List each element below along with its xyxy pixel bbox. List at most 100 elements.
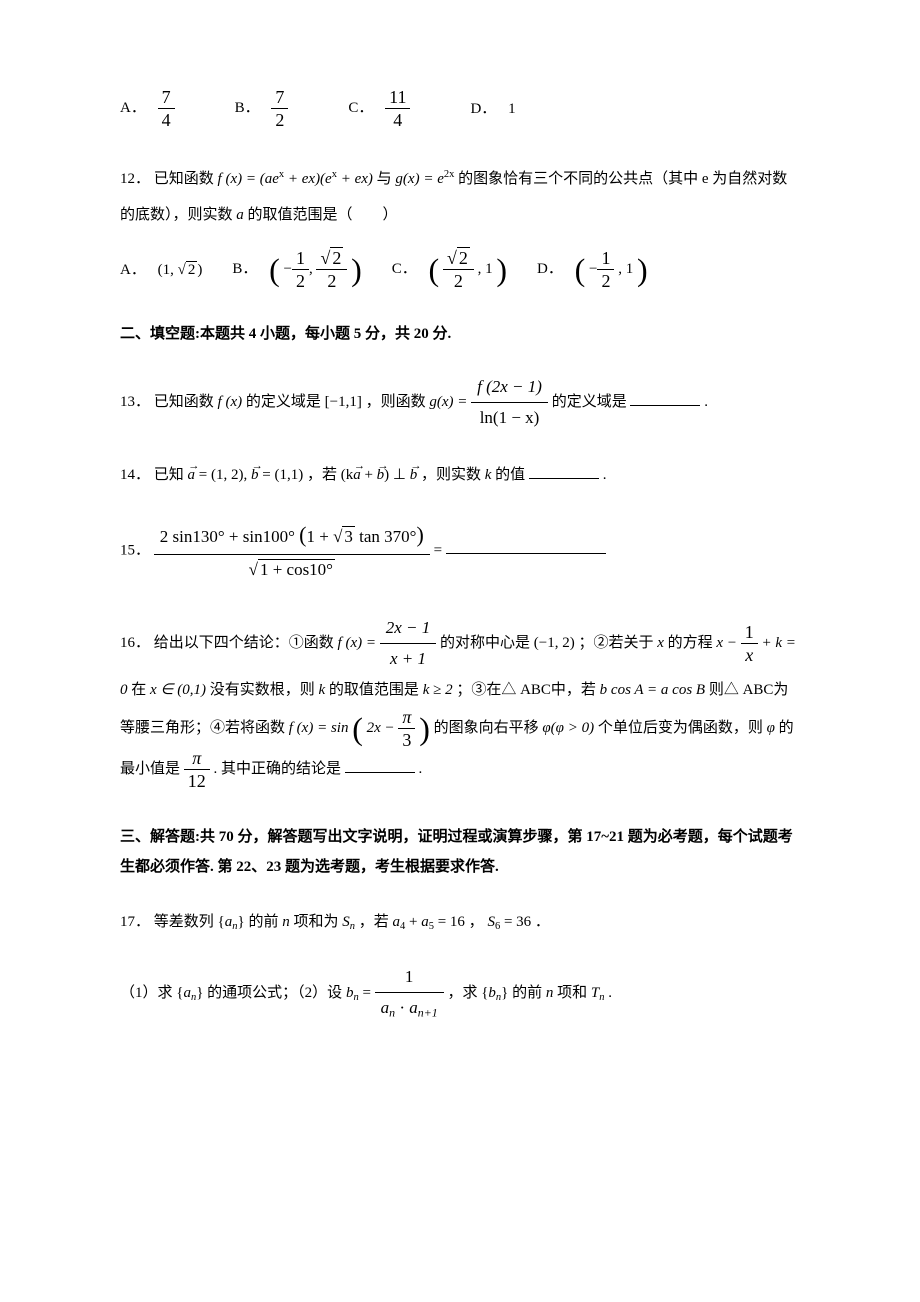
text: 给出以下四个结论：①函数 [154, 635, 338, 651]
fraction: 22 [443, 249, 474, 290]
text: 的前 [512, 985, 546, 1001]
value: = (1,1) [262, 467, 303, 483]
option-label: A． [120, 262, 146, 278]
q12-option-c: C． ( 22 , 1 ) [392, 249, 507, 290]
fraction: f (2x − 1) ln(1 − x) [471, 374, 548, 431]
text: 的对称中心是 [440, 635, 534, 651]
text: 的定义域是 [246, 394, 325, 410]
q12-option-d: D． ( −12 , 1 ) [537, 249, 648, 290]
fraction: 12 [597, 249, 614, 290]
text: 在 [131, 682, 150, 698]
question-12: 12． 已知函数 f (x) = (aex + ex)(ex + ex) 与 g… [120, 161, 800, 290]
paren-close: ) [351, 252, 362, 288]
text: 的定义域是 [552, 394, 627, 410]
text: 的值 [495, 467, 525, 483]
fraction: 2x − 1 x + 1 [380, 615, 437, 672]
value: = (1, 2), [199, 467, 251, 483]
fraction: 7 4 [158, 88, 175, 129]
fraction: 22 [316, 249, 347, 290]
q12-option-a: A． (1, 2) [120, 252, 202, 288]
text: 已知函数 [154, 171, 218, 187]
equals: = [434, 542, 446, 558]
q11-option-a: A． 7 4 [120, 88, 175, 129]
question-14: 14． 已知 a = (1, 2), b = (1,1) ，若 (ka + b)… [120, 463, 800, 487]
option-label: D． [470, 101, 496, 117]
question-13: 13． 已知函数 f (x) 的定义域是 [−1,1] ，则函数 g(x) = … [120, 374, 800, 431]
text: . 其中正确的结论是 [214, 761, 342, 777]
domain: [−1,1] [325, 394, 362, 410]
text: 没有实数根，则 [210, 682, 319, 698]
answer-blank [529, 464, 599, 479]
question-15: 15． 2 sin130° + sin100° (1 + 3 tan 370°)… [120, 519, 800, 583]
var-k: k [485, 467, 492, 483]
vector-b: b [410, 467, 418, 483]
text: ，则实数 [421, 467, 485, 483]
part-1-label: （1）求 [120, 985, 176, 1001]
text: ，求 [447, 985, 481, 1001]
fraction: 1 an · an+1 [375, 964, 444, 1023]
paren-close: ) [496, 252, 507, 288]
q12-option-row: A． (1, 2) B． ( −12, 22 ) C． ( 22 , 1 ) D… [120, 249, 800, 290]
vector-a: a [353, 467, 361, 483]
point: (−1, 2) [534, 635, 575, 651]
vector-b: b [377, 467, 385, 483]
text: 等差数列 [154, 914, 218, 930]
function-fx: f (x) [218, 394, 243, 410]
section-2-header: 二、填空题:本题共 4 小题，每小题 5 分，共 20 分. [120, 322, 800, 346]
fraction: 7 2 [271, 88, 288, 129]
answer-blank [345, 758, 415, 773]
text: ，则函数 [366, 394, 430, 410]
text: ，若 [307, 467, 341, 483]
q11-option-b: B． 7 2 [235, 88, 289, 129]
paren-close: ) [637, 252, 648, 288]
fraction: π12 [184, 749, 210, 790]
q-number: 15． [120, 542, 150, 558]
text: 的通项公式；（2）设 [207, 985, 346, 1001]
period: . [704, 394, 708, 410]
q11-option-c: C． 11 4 [348, 88, 410, 129]
q-number: 17． [120, 914, 150, 930]
q-number: 16． [120, 635, 150, 651]
text: ，若 [359, 914, 393, 930]
text: 个单位后变为偶函数，则 [598, 720, 767, 736]
text: 项和为 [293, 914, 342, 930]
text: 的取值范围是 [329, 682, 423, 698]
function-gx: g(x) = e2x [395, 171, 458, 187]
text: ；③在△ ABC中，若 [456, 682, 599, 698]
q11-option-d: D． 1 [470, 97, 515, 121]
paren-open: ( [269, 252, 280, 288]
q-number: 13． [120, 394, 150, 410]
option-label: B． [235, 100, 260, 116]
option-label: C． [348, 100, 373, 116]
fraction: 1x [741, 623, 758, 664]
option-label: D． [537, 261, 563, 277]
answer-blank [446, 539, 606, 554]
question-17: 17． 等差数列 {an} 的前 n 项和为 Sn ，若 a4 + a5 = 1… [120, 910, 800, 1023]
q-number: 14． [120, 467, 150, 483]
period: . [603, 467, 607, 483]
interval: (1, 2) [158, 262, 203, 278]
text: 的前 [248, 914, 282, 930]
expr: (k [341, 467, 354, 483]
function-gx: g(x) = [429, 394, 467, 410]
fraction: π3 [398, 708, 415, 749]
option-label: A． [120, 100, 146, 116]
fraction: 11 4 [385, 88, 410, 129]
q17-parts: （1）求 {an} 的通项公式；（2）设 bn = 1 an · an+1 ，求… [120, 964, 800, 1023]
q11-option-row: A． 7 4 B． 7 2 C． 11 4 D． 1 [120, 88, 800, 129]
text: 项和 [557, 985, 591, 1001]
section-3-header: 三、解答题:共 70 分，解答题写出文字说明，证明过程或演算步骤，第 17~21… [120, 822, 800, 882]
text: 与 [377, 171, 396, 187]
period: . [419, 761, 423, 777]
function-fx: f (x) = (aex + ex)(ex + ex) [218, 171, 377, 187]
vector-b: b [251, 467, 259, 483]
q12-option-b: B． ( −12, 22 ) [232, 249, 361, 290]
text: 已知函数 [154, 394, 218, 410]
option-label: C． [392, 261, 417, 277]
option-value: 1 [508, 101, 516, 117]
text: 的方程 [668, 635, 717, 651]
text: 已知 [154, 467, 188, 483]
paren-open: ( [429, 252, 440, 288]
fraction: 2 sin130° + sin100° (1 + 3 tan 370°) 1 +… [154, 519, 430, 583]
question-11-options: A． 7 4 B． 7 2 C． 11 4 D． 1 [120, 88, 800, 129]
